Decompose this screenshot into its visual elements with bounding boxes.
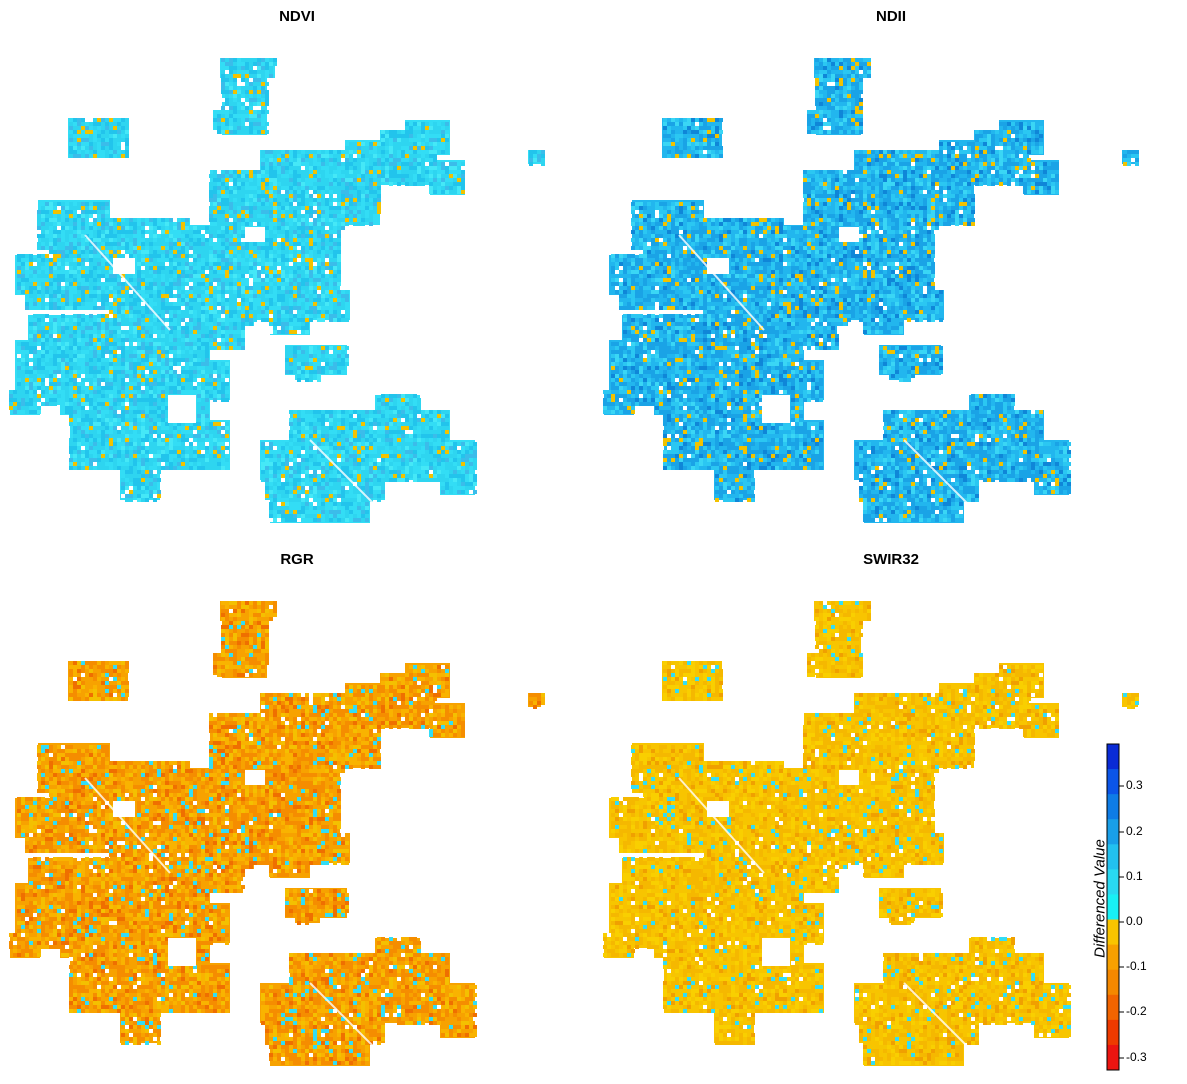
legend-tick-label: 0.1 [1126, 869, 1143, 883]
legend-swatch [1107, 819, 1119, 845]
legend-swatch [1107, 744, 1119, 770]
legend-tick-label: 0.0 [1126, 914, 1143, 928]
panel-ndii: NDII [594, 0, 1187, 540]
legend-tick-label: 0.3 [1126, 778, 1143, 792]
color-legend: Differenced Value 0.3 0.2 0.1 0.0 -0.1 -0.2 -0… [1080, 740, 1187, 1075]
panel-title-swir32: SWIR32 [594, 551, 1187, 568]
legend-tick-label: -0.3 [1126, 1050, 1147, 1064]
map-rgr [9, 601, 545, 1066]
legend-swatch [1107, 919, 1119, 946]
legend-swatch [1107, 869, 1119, 895]
legend-swatch [1107, 1044, 1119, 1071]
legend-swatch [1107, 944, 1119, 971]
panel-title-ndvi: NDVI [0, 8, 594, 25]
legend-swatch [1107, 994, 1119, 1021]
legend-swatch [1107, 969, 1119, 996]
legend-swatch [1107, 894, 1119, 921]
map-ndii [603, 58, 1139, 523]
legend-swatch [1107, 1019, 1119, 1046]
legend-tick-label: -0.2 [1126, 1004, 1147, 1018]
legend-swatch [1107, 844, 1119, 870]
legend-swatch [1107, 794, 1119, 820]
panel-title-ndii: NDII [594, 8, 1187, 25]
panel-swir32: SWIR32 [594, 543, 1187, 1083]
map-swir32 [603, 601, 1139, 1066]
legend-swatch [1107, 769, 1119, 795]
legend-tick-label: 0.2 [1126, 824, 1143, 838]
legend-tick-label: -0.1 [1126, 959, 1147, 973]
map-ndvi [9, 58, 545, 523]
panel-title-rgr: RGR [0, 551, 594, 568]
legend-colorbar [1106, 743, 1124, 1071]
panel-ndvi: NDVI [0, 0, 594, 540]
panel-rgr: RGR [0, 543, 594, 1083]
